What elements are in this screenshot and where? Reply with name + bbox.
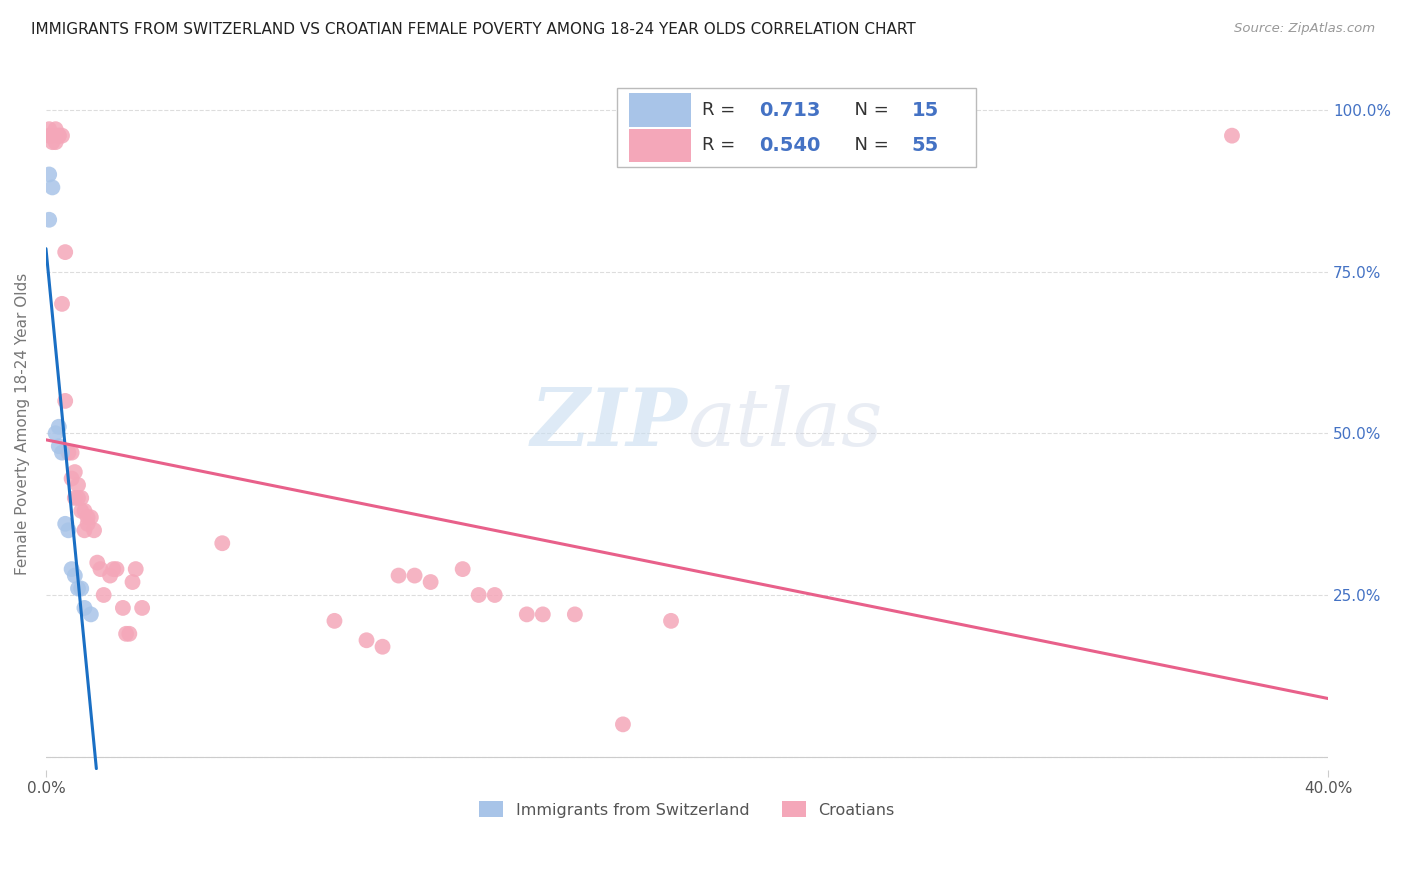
- Point: [111, 601, 134, 615]
- Point: [48, 419, 70, 434]
- Point: [131, 601, 153, 615]
- Point: [48, 128, 70, 143]
- Point: [659, 614, 682, 628]
- Text: 0.540: 0.540: [759, 136, 820, 154]
- Text: N =: N =: [844, 136, 896, 154]
- Point: [70, 504, 93, 518]
- Point: [41, 135, 63, 149]
- Point: [66, 491, 89, 505]
- Point: [531, 607, 554, 622]
- Point: [451, 562, 474, 576]
- Point: [45, 135, 67, 149]
- Point: [53, 393, 76, 408]
- Point: [105, 562, 128, 576]
- Point: [89, 562, 111, 576]
- Point: [1220, 128, 1243, 143]
- Point: [371, 640, 394, 654]
- Point: [419, 575, 441, 590]
- Text: IMMIGRANTS FROM SWITZERLAND VS CROATIAN FEMALE POVERTY AMONG 18-24 YEAR OLDS COR: IMMIGRANTS FROM SWITZERLAND VS CROATIAN …: [31, 22, 915, 37]
- FancyBboxPatch shape: [630, 128, 690, 161]
- Point: [76, 516, 98, 531]
- Point: [60, 445, 83, 459]
- Text: atlas: atlas: [688, 384, 883, 462]
- Point: [53, 516, 76, 531]
- Point: [63, 568, 86, 582]
- Point: [41, 128, 63, 143]
- Text: N =: N =: [844, 101, 896, 120]
- Point: [63, 465, 86, 479]
- Point: [211, 536, 233, 550]
- Text: R =: R =: [703, 136, 741, 154]
- Point: [58, 523, 80, 537]
- Text: 55: 55: [911, 136, 939, 154]
- Point: [80, 510, 103, 524]
- Point: [45, 122, 67, 136]
- Point: [48, 439, 70, 453]
- Point: [51, 297, 73, 311]
- Point: [38, 168, 60, 182]
- Point: [612, 717, 634, 731]
- FancyBboxPatch shape: [617, 87, 976, 168]
- Point: [38, 122, 60, 136]
- Point: [86, 556, 108, 570]
- Point: [66, 478, 89, 492]
- Point: [63, 491, 86, 505]
- Point: [387, 568, 409, 582]
- Point: [38, 128, 60, 143]
- Point: [48, 128, 70, 143]
- Point: [45, 426, 67, 441]
- Text: R =: R =: [703, 101, 741, 120]
- Point: [51, 128, 73, 143]
- Point: [70, 491, 93, 505]
- Point: [98, 568, 121, 582]
- Legend: Immigrants from Switzerland, Croatians: Immigrants from Switzerland, Croatians: [472, 795, 901, 824]
- Point: [115, 627, 138, 641]
- Point: [404, 568, 426, 582]
- Point: [118, 627, 141, 641]
- Text: 15: 15: [911, 101, 939, 120]
- Point: [125, 562, 148, 576]
- Y-axis label: Female Poverty Among 18-24 Year Olds: Female Poverty Among 18-24 Year Olds: [15, 272, 30, 574]
- Point: [60, 471, 83, 485]
- Point: [60, 562, 83, 576]
- Point: [121, 575, 143, 590]
- Point: [467, 588, 489, 602]
- Point: [58, 445, 80, 459]
- Point: [83, 523, 105, 537]
- Point: [73, 601, 96, 615]
- Point: [66, 582, 89, 596]
- Point: [323, 614, 346, 628]
- Point: [73, 523, 96, 537]
- Point: [73, 504, 96, 518]
- Point: [356, 633, 378, 648]
- Point: [103, 562, 125, 576]
- Point: [41, 180, 63, 194]
- Point: [484, 588, 506, 602]
- Point: [70, 582, 93, 596]
- Point: [51, 445, 73, 459]
- Point: [516, 607, 538, 622]
- Point: [38, 212, 60, 227]
- Text: Source: ZipAtlas.com: Source: ZipAtlas.com: [1234, 22, 1375, 36]
- FancyBboxPatch shape: [630, 94, 690, 127]
- Point: [76, 510, 98, 524]
- Point: [564, 607, 586, 622]
- Text: 0.713: 0.713: [759, 101, 820, 120]
- Point: [93, 588, 115, 602]
- Point: [80, 607, 103, 622]
- Text: ZIP: ZIP: [530, 384, 688, 462]
- Point: [53, 245, 76, 260]
